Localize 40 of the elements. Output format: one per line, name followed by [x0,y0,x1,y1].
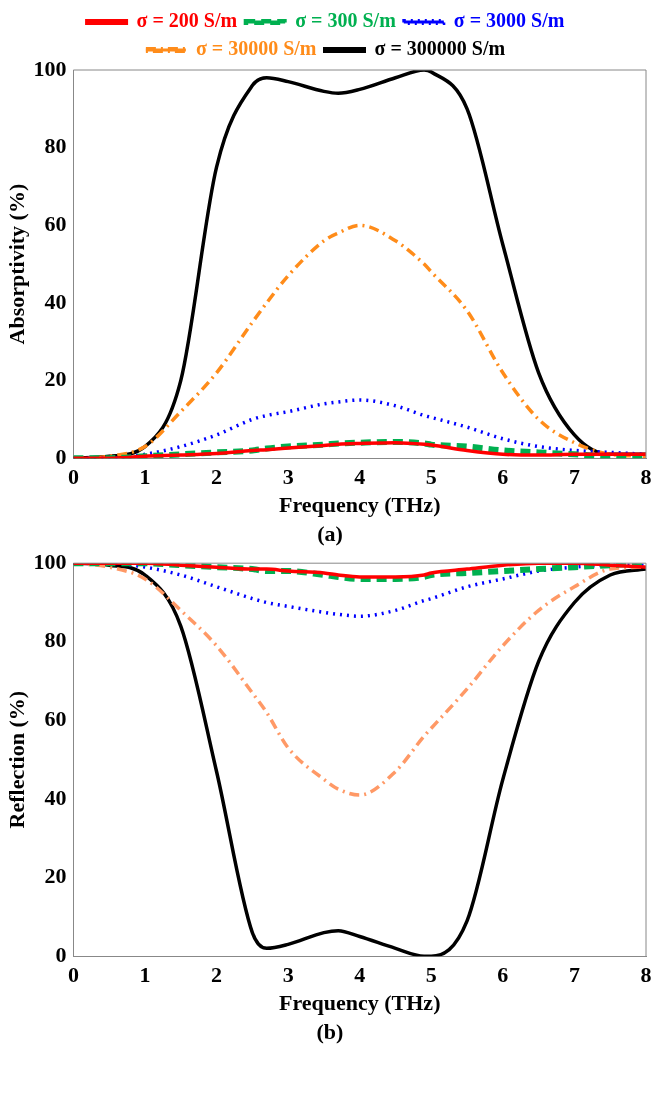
y-tick-label: 80 [44,133,67,159]
x-tick-label: 8 [640,464,652,490]
x-tick-label: 7 [568,962,580,988]
x-tick-label: 6 [497,962,509,988]
legend-label: σ = 3000 S/m [453,9,565,32]
x-axis-title: Frequency (THz) [278,990,441,1016]
y-tick-label: 80 [44,627,67,653]
legend-label: σ = 300000 S/m [374,37,506,60]
x-tick-label: 4 [354,464,366,490]
x-tick-label: 1 [139,962,151,988]
legend-label: σ = 300 S/m [295,9,397,32]
line-series [73,563,646,957]
x-axis-title: Frequency (THz) [278,492,441,518]
x-tick-label: 7 [568,464,580,490]
y-tick-label: 40 [44,784,67,810]
x-tick-label: 2 [211,962,223,988]
y-tick-label: 60 [44,706,67,732]
x-tick-label: 1 [139,464,151,490]
x-tick-label: 5 [425,962,437,988]
y-tick-label: 100 [33,55,67,81]
x-tick-label: 5 [425,464,437,490]
x-tick-label: 2 [211,464,223,490]
x-tick-label: 6 [497,464,509,490]
y-tick-label: 100 [33,548,67,574]
text: (a) [316,520,344,548]
y-tick-label: 0 [55,941,67,967]
y-tick-label: 20 [44,366,67,392]
legend-label: σ = 200 S/m [136,9,238,32]
text: (b) [315,1018,345,1046]
x-tick-label: 3 [282,464,294,490]
legend-label: σ = 30000 S/m [195,37,317,60]
y-tick-label: 40 [44,288,67,314]
y-axis-title: Reflection (%) [3,690,29,829]
x-tick-label: 8 [640,962,652,988]
x-tick-label: 3 [282,962,294,988]
y-axis-title: Absorptivity (%) [3,183,29,345]
y-tick-label: 20 [44,863,67,889]
y-tick-label: 0 [55,443,67,469]
x-tick-label: 4 [354,962,366,988]
y-tick-label: 60 [44,210,67,236]
